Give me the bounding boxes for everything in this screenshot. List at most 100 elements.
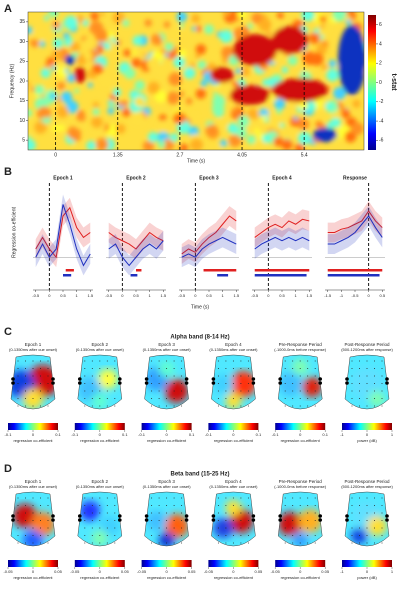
heatmap-blob [96,44,105,53]
electrode [307,390,309,392]
heatmap-blob [42,117,49,124]
electrode [314,405,316,407]
electrode [351,505,353,506]
heatmap-hot [230,85,270,105]
colorbar [141,560,192,567]
colorbar-tick-label: 0 [232,569,235,574]
electrode [292,505,294,506]
head-outline [277,491,323,547]
electrode [114,542,116,544]
electrode [106,527,108,529]
electrode [247,375,249,377]
colorbar-tick-label: 0.1 [55,432,61,437]
electrode [158,368,160,369]
electrode [247,398,249,399]
electrode [351,512,353,514]
heatmap-blob [28,26,33,35]
electrode [284,505,286,506]
electrode [114,375,116,377]
heatmap-blob [162,138,175,150]
electrode [25,383,26,384]
electrode [225,512,227,514]
electrode [91,368,93,369]
electrode [84,542,86,544]
electrode [99,520,101,521]
colorbar-label: regression co-efficient [80,575,120,580]
electrode [17,360,19,362]
electrode [99,405,101,407]
electrode-highlight [211,381,216,385]
electrode [366,512,368,514]
colorbar-label: regression co-efficient [13,575,53,580]
heatmap-blob [147,81,160,94]
electrode [284,520,286,521]
electrode-highlight [251,514,256,518]
electrode [284,383,286,384]
topoplot-texture [11,365,55,409]
topoplot-subtitle: (0-1350ms after cue onset) [76,484,125,489]
topoplot-blob [91,393,108,409]
heatmap-blob [122,107,131,117]
electrode-highlight [11,381,15,385]
topoplot-blob [97,369,118,389]
electrode [114,398,116,399]
topoplot-blob [225,393,242,409]
electrode [40,368,41,369]
electrode [158,405,160,407]
heatmap-blob [271,119,283,131]
colorbar-tick-label: -0.05 [137,569,147,574]
electrode [284,512,286,514]
electrode [151,398,153,399]
electrode [158,520,160,521]
electrode-highlight [318,381,323,385]
heatmap-blob [219,30,233,43]
electrode [366,535,368,536]
electrode [284,360,286,362]
electrode [25,398,26,399]
heatmap-blob [60,91,73,103]
topoplot-subtitle: (0-1350ms after cue onset) [143,347,192,352]
line [327,210,383,233]
electrode [32,368,34,369]
topoplot-blob [91,530,108,546]
electrode [366,542,368,544]
electrode [17,535,19,536]
electrode [292,497,294,499]
heatmap-blob [164,53,169,58]
electrode [299,405,301,407]
electrode [374,542,375,544]
significance-bar [254,274,307,277]
electrode [25,535,26,536]
electrode [225,405,227,407]
electrode [106,390,108,392]
heatmap-blob [28,81,31,87]
electrode [381,375,383,377]
electrode [17,505,19,506]
significance-bar [217,274,229,277]
panel-title: Alpha band (8-14 Hz) [170,335,229,341]
electrode [232,390,234,392]
electrode [351,375,353,377]
electrode [284,375,286,377]
heatmap-blob [146,57,160,71]
line [108,240,164,267]
topoplot-texture [146,511,189,546]
electrode [166,383,168,384]
electrode [374,505,375,506]
electrode [151,535,153,536]
heatmap-blob [200,79,208,87]
heatmap-blob [51,49,62,60]
subplot-title: Epoch 3 [199,175,219,181]
heatmap-blob [107,107,115,115]
heatmap-blob [258,18,272,32]
heatmap-hot [233,34,277,66]
electrode [17,520,19,521]
topoplot-blob [351,528,367,544]
electrode [314,512,316,514]
electrode [40,512,41,514]
heatmap-blob [131,57,142,68]
electrode [292,527,294,529]
electrode-highlight [11,514,15,518]
electrode [158,542,160,544]
heatmap-blob [173,112,186,125]
